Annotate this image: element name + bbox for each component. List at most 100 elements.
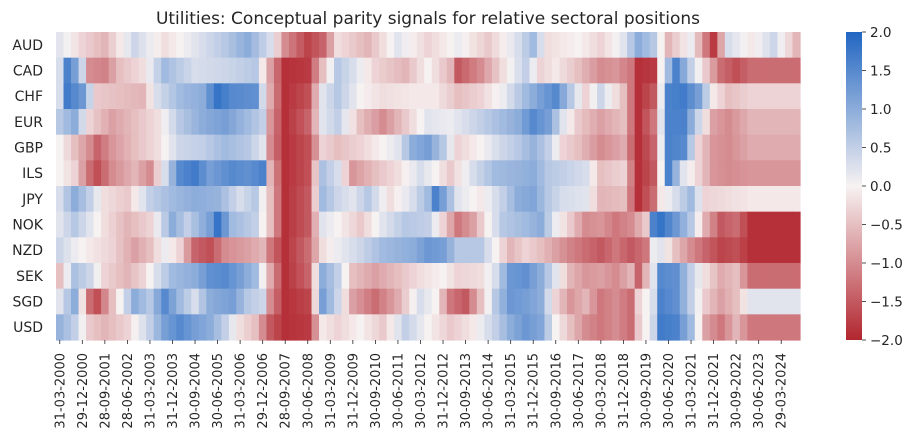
heatmap-cell bbox=[311, 160, 320, 187]
heatmap-cell bbox=[334, 83, 343, 110]
heatmap-cell bbox=[506, 134, 516, 161]
heatmap-cell bbox=[138, 263, 147, 290]
heatmap-cell bbox=[582, 32, 591, 59]
heatmap-cell bbox=[416, 237, 425, 264]
heatmap-cell bbox=[153, 314, 162, 341]
heatmap-cell bbox=[334, 211, 343, 238]
heatmap-cell bbox=[161, 134, 170, 161]
heatmap-cell bbox=[777, 263, 786, 290]
heatmap-cell bbox=[146, 109, 155, 136]
heatmap-cell bbox=[168, 32, 177, 59]
heatmap-cell bbox=[461, 263, 470, 290]
heatmap-cell bbox=[491, 32, 500, 59]
heatmap-cell bbox=[191, 314, 200, 341]
heatmap-cell bbox=[521, 186, 531, 213]
heatmap-cell bbox=[499, 314, 508, 341]
heatmap-cell bbox=[273, 160, 283, 187]
heatmap-cell bbox=[431, 83, 440, 110]
heatmap-cell bbox=[356, 314, 365, 341]
heatmap-cell bbox=[506, 186, 516, 213]
heatmap-cell bbox=[536, 57, 546, 84]
heatmap-cell bbox=[597, 109, 606, 136]
heatmap-cell bbox=[454, 314, 463, 341]
heatmap-cell bbox=[792, 237, 801, 264]
heatmap-cell bbox=[732, 263, 741, 290]
heatmap-cell bbox=[198, 109, 207, 136]
heatmap-cell bbox=[657, 186, 666, 213]
heatmap-cell bbox=[604, 83, 613, 110]
heatmap-cell bbox=[116, 314, 125, 341]
heatmap-cell bbox=[582, 186, 591, 213]
heatmap-cell bbox=[732, 134, 741, 161]
heatmap-cell bbox=[243, 237, 252, 264]
heatmap-cell bbox=[536, 288, 546, 315]
heatmap-cell bbox=[78, 32, 87, 59]
heatmap-cell bbox=[424, 211, 433, 238]
heatmap-cell bbox=[311, 32, 320, 59]
heatmap-cell bbox=[732, 314, 741, 341]
heatmap-cell bbox=[454, 186, 463, 213]
heatmap-cell bbox=[409, 237, 418, 264]
heatmap-cell bbox=[86, 211, 95, 238]
heatmap-cell bbox=[687, 288, 696, 315]
heatmap-cell bbox=[544, 109, 553, 136]
heatmap-cell bbox=[273, 211, 283, 238]
heatmap-cell bbox=[86, 160, 95, 187]
heatmap-cell bbox=[311, 83, 320, 110]
heatmap-cell bbox=[168, 263, 177, 290]
heatmap-cell bbox=[454, 109, 463, 136]
heatmap-cell bbox=[589, 263, 598, 290]
heatmap-cell bbox=[657, 57, 666, 84]
heatmap-cell bbox=[717, 263, 726, 290]
heatmap-cell bbox=[236, 314, 245, 341]
heatmap-cell bbox=[709, 109, 718, 136]
heatmap-cell bbox=[341, 83, 350, 110]
heatmap-cell bbox=[792, 211, 801, 238]
heatmap-cell bbox=[499, 32, 508, 59]
heatmap-cell bbox=[446, 314, 455, 341]
heatmap-cell bbox=[251, 186, 260, 213]
heatmap-cell bbox=[664, 263, 673, 290]
heatmap-cell bbox=[634, 83, 643, 110]
heatmap-cell bbox=[266, 57, 275, 84]
heatmap-cell bbox=[529, 288, 538, 315]
heatmap-cell bbox=[356, 186, 365, 213]
heatmap-cell bbox=[123, 186, 132, 213]
heatmap-cell bbox=[732, 288, 741, 315]
heatmap-cell bbox=[266, 288, 275, 315]
heatmap-cell bbox=[371, 263, 380, 290]
heatmap-cell bbox=[567, 211, 576, 238]
heatmap-cell bbox=[627, 314, 636, 341]
heatmap-cell bbox=[642, 263, 651, 290]
heatmap-cell bbox=[326, 109, 335, 136]
heatmap-cell bbox=[394, 57, 403, 84]
heatmap-cell bbox=[243, 288, 252, 315]
heatmap-cell bbox=[431, 211, 440, 238]
heatmap-cell bbox=[597, 237, 606, 264]
heatmap-cell bbox=[371, 32, 380, 59]
heatmap-cell bbox=[649, 109, 658, 136]
heatmap-cell bbox=[228, 263, 237, 290]
heatmap-cell bbox=[424, 314, 433, 341]
heatmap-cell bbox=[108, 211, 117, 238]
x-tick-label: 30-09-2019 bbox=[639, 353, 654, 429]
heatmap-cell bbox=[304, 288, 313, 315]
heatmap-cell bbox=[536, 211, 546, 238]
heatmap-cell bbox=[228, 314, 237, 341]
heatmap-cell bbox=[762, 160, 771, 187]
heatmap-cell bbox=[101, 83, 110, 110]
heatmap-cell bbox=[273, 314, 283, 341]
heatmap-cell bbox=[56, 211, 65, 238]
heatmap-cell bbox=[431, 109, 440, 136]
heatmap-cell bbox=[672, 211, 681, 238]
heatmap-cell bbox=[461, 160, 470, 187]
heatmap-cell bbox=[161, 263, 170, 290]
heatmap-cell bbox=[311, 134, 320, 161]
heatmap-cell bbox=[311, 109, 320, 136]
heatmap-cell bbox=[364, 314, 373, 341]
heatmap-cell bbox=[101, 32, 110, 59]
heatmap-cell bbox=[649, 134, 658, 161]
heatmap-cell bbox=[131, 314, 140, 341]
heatmap-cell bbox=[679, 211, 688, 238]
heatmap-cell bbox=[258, 186, 268, 213]
